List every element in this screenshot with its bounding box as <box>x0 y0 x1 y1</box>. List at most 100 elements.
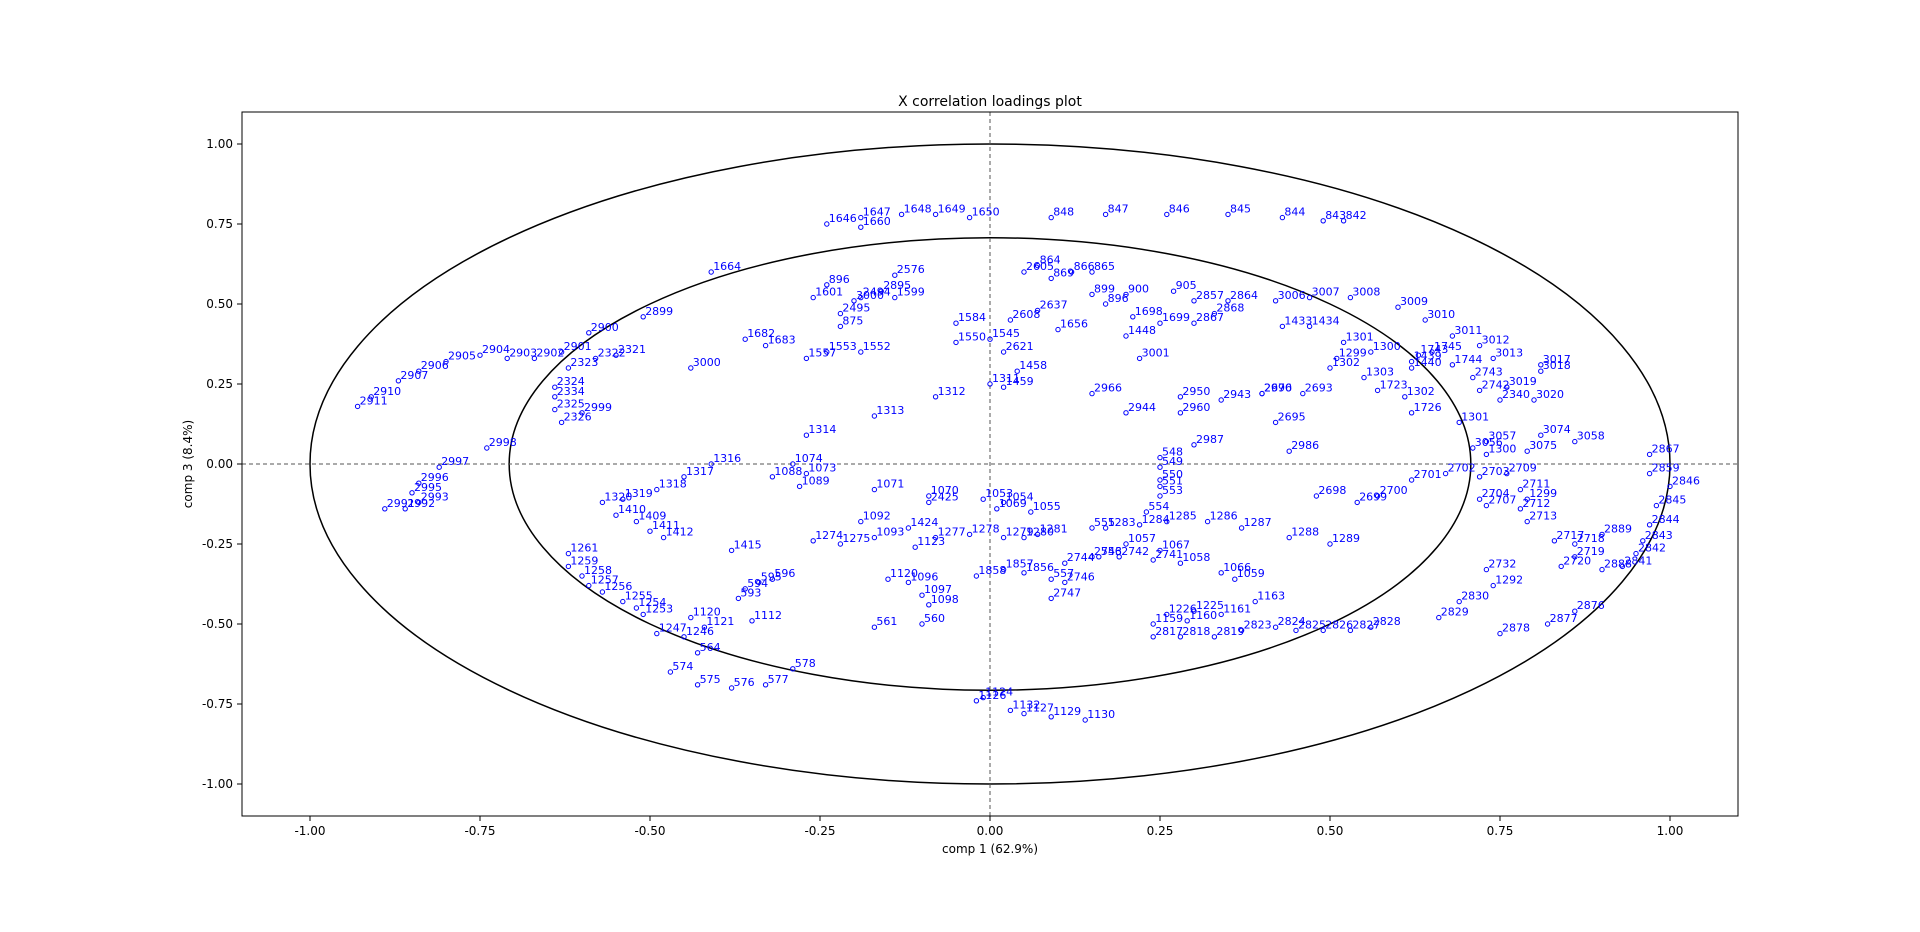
point-marker <box>728 547 735 554</box>
point-label: 1311 <box>992 372 1020 385</box>
loading-point: 1280 <box>1021 526 1054 541</box>
point-label: 1098 <box>931 593 959 606</box>
point-marker <box>742 586 748 592</box>
point-label: 1550 <box>958 330 986 343</box>
loading-point: 578 <box>790 657 816 672</box>
point-marker <box>919 621 925 627</box>
point-marker <box>1034 307 1041 314</box>
point-marker <box>436 464 442 470</box>
loading-point: 3009 <box>1395 295 1428 310</box>
point-marker <box>565 563 572 570</box>
point-label: 1858 <box>978 564 1006 577</box>
point-label: 2703 <box>1482 465 1510 478</box>
point-label: 1281 <box>1040 522 1068 535</box>
loading-point: 1299 <box>1334 346 1367 362</box>
point-marker <box>1177 560 1184 566</box>
loading-point: 1557 <box>803 346 836 362</box>
loading-point: 1274 <box>810 529 843 544</box>
loading-point: 1073 <box>803 462 836 477</box>
point-label: 2494 <box>863 286 891 299</box>
point-marker <box>1667 483 1673 490</box>
loading-point: 2699 <box>1354 490 1387 506</box>
point-label: 1092 <box>863 510 891 523</box>
loading-point: 1286 <box>1204 510 1238 525</box>
loading-point: 1857 <box>1000 558 1034 573</box>
point-marker <box>803 432 810 438</box>
point-marker <box>1313 493 1320 499</box>
loading-point: 1067 <box>1157 538 1190 554</box>
loading-point: 1302 <box>1402 385 1435 400</box>
point-marker <box>660 534 667 541</box>
point-label: 2747 <box>1053 586 1081 599</box>
loading-point: 2899 <box>640 305 673 320</box>
loading-point: 553 <box>1157 484 1183 499</box>
point-label: 1259 <box>570 554 598 567</box>
point-marker <box>586 330 592 336</box>
point-marker <box>858 518 864 525</box>
point-marker <box>1157 454 1163 461</box>
point-label: 1317 <box>686 465 714 478</box>
loading-point: 3000 <box>688 356 721 371</box>
point-label: 2637 <box>1040 298 1068 311</box>
loading-point: 2911 <box>354 394 388 410</box>
point-label: 2996 <box>421 471 449 484</box>
loading-point: 1281 <box>1034 522 1068 538</box>
point-label: 2744 <box>1067 551 1095 564</box>
point-label: 2702 <box>1448 462 1476 475</box>
point-label: 1415 <box>734 538 762 551</box>
point-label: 2334 <box>557 385 585 398</box>
point-label: 1699 <box>1162 311 1190 324</box>
point-label: 2704 <box>1482 487 1510 500</box>
point-marker <box>613 352 619 358</box>
point-label: 2903 <box>509 346 537 359</box>
point-marker <box>1538 368 1544 374</box>
loading-point: 1410 <box>613 503 646 518</box>
point-marker <box>932 211 939 218</box>
loading-point: 2976 <box>1259 382 1292 397</box>
point-marker <box>1551 538 1558 544</box>
loading-point: 2719 <box>1572 545 1605 560</box>
point-marker <box>1476 474 1483 480</box>
loading-point: 1120 <box>688 606 721 621</box>
point-label: 2719 <box>1577 545 1605 558</box>
point-label: 575 <box>700 673 721 686</box>
point-label: 1257 <box>591 574 619 587</box>
loading-point: 1553 <box>824 340 857 355</box>
point-label: 2743 <box>1475 366 1503 379</box>
loading-point: 2711 <box>1517 478 1550 493</box>
point-label: 1255 <box>625 590 653 603</box>
point-label: 1458 <box>1019 359 1047 372</box>
point-marker <box>586 582 592 589</box>
point-label: 1132 <box>1012 698 1040 711</box>
loading-point: 2720 <box>1558 554 1591 570</box>
loading-point: 2825 <box>1293 618 1326 634</box>
point-label: 3056 <box>1475 436 1503 449</box>
point-marker <box>790 666 796 672</box>
loading-point: 2322 <box>592 346 626 362</box>
point-label: 3013 <box>1495 346 1523 359</box>
loading-point: 2702 <box>1442 462 1476 477</box>
point-marker <box>898 211 905 218</box>
loading-point: 3001 <box>1136 346 1170 362</box>
point-marker <box>824 282 830 288</box>
loading-point: 564 <box>694 641 721 656</box>
point-marker <box>953 339 959 346</box>
point-label: 2605 <box>1026 260 1054 273</box>
point-label: 2699 <box>1359 490 1387 503</box>
loading-point: 2857 <box>1191 289 1224 304</box>
loading-point: 2997 <box>436 455 469 470</box>
point-marker <box>1259 390 1265 397</box>
point-marker <box>966 531 973 538</box>
point-label: 3000 <box>856 289 884 302</box>
point-marker <box>1415 352 1422 358</box>
loading-point: 1071 <box>871 478 904 493</box>
point-label: 1285 <box>1169 510 1197 523</box>
point-marker <box>1048 595 1054 602</box>
point-label: 2841 <box>1624 554 1652 567</box>
point-label: 1410 <box>618 503 646 516</box>
point-label: 899 <box>1094 282 1115 295</box>
point-marker <box>1150 634 1156 640</box>
y-tick-label: -0.50 <box>202 617 233 631</box>
point-label: 1459 <box>1006 375 1034 388</box>
point-label: 1424 <box>910 516 938 529</box>
